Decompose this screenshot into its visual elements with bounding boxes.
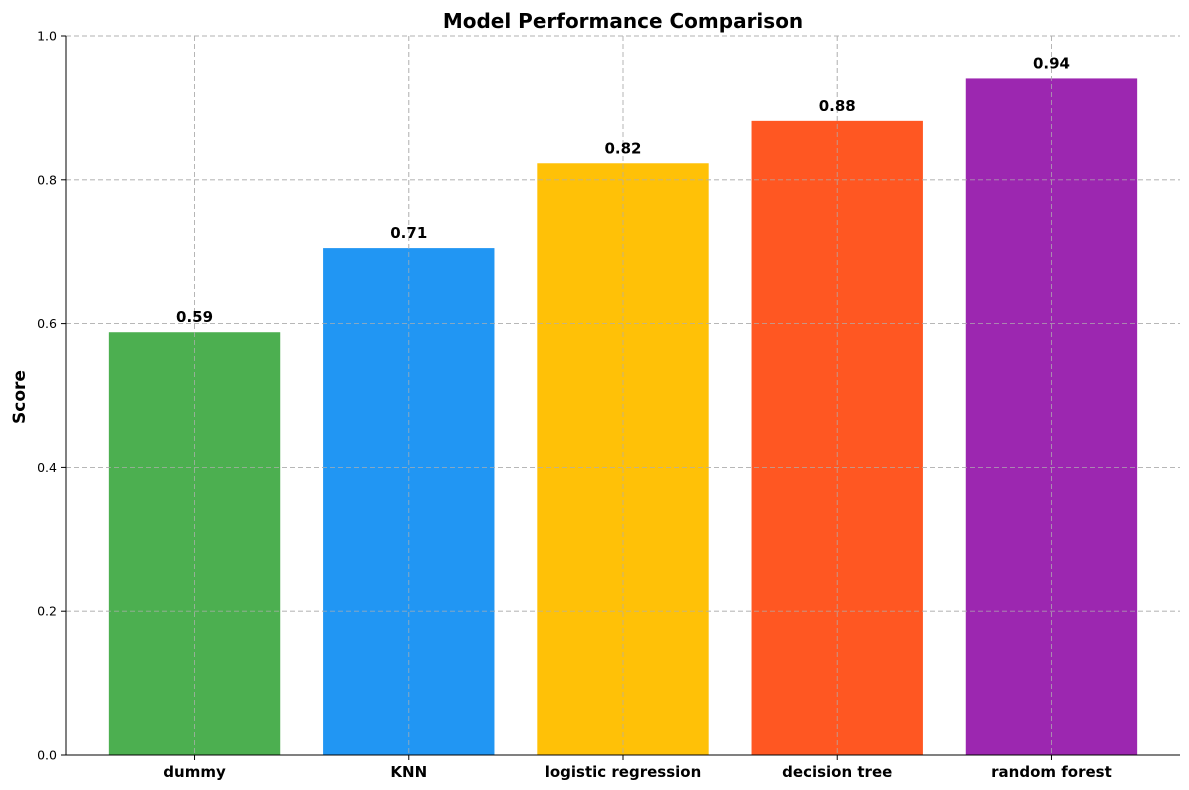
y-tick-label: 0.2 <box>37 604 57 619</box>
y-axis-label: Score <box>10 370 30 424</box>
value-labels: 0.59 0.71 0.82 0.88 0.94 <box>176 54 1070 326</box>
x-tick-label: logistic regression <box>545 763 702 781</box>
x-tick-label: random forest <box>991 763 1112 781</box>
bar-value-label: 0.88 <box>819 97 856 115</box>
x-tick-label: decision tree <box>782 763 892 781</box>
bars <box>66 35 1180 756</box>
x-tick-label: dummy <box>163 763 226 781</box>
y-tick-label: 0.4 <box>37 460 57 475</box>
y-tick-label: 0.6 <box>37 316 57 331</box>
y-tick-label: 0.8 <box>37 172 57 187</box>
x-tick-label: KNN <box>390 763 427 781</box>
y-tick-label: 0.0 <box>37 748 57 763</box>
bar-value-label: 0.71 <box>390 224 427 242</box>
y-tick-label: 1.0 <box>37 29 57 44</box>
x-ticks: dummy KNN logistic regression decision tree… <box>163 755 1112 781</box>
bar-value-label: 0.94 <box>1033 54 1070 72</box>
chart-title: Model Performance Comparison <box>443 9 803 33</box>
y-ticks: 0.0 0.2 0.4 0.6 0.8 1.0 <box>37 29 66 763</box>
bar-value-label: 0.59 <box>176 308 213 326</box>
bar-value-label: 0.82 <box>604 139 641 157</box>
